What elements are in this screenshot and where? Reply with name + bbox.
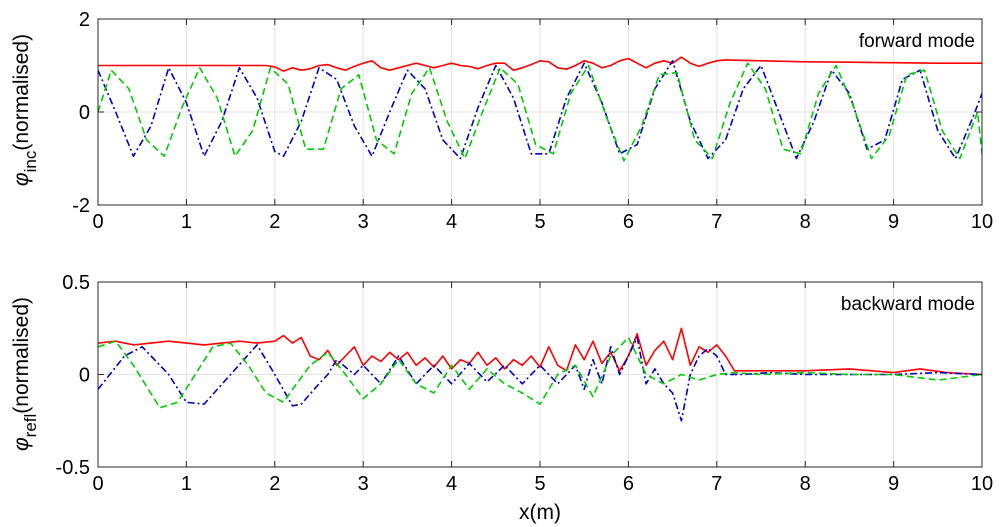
x-tick-label: 1 (181, 473, 192, 495)
y-axis-symbol: φ (10, 172, 33, 186)
x-tick-label: 5 (534, 473, 545, 495)
y-axis-symbol: φ (10, 437, 33, 451)
y-tick-label: -2 (72, 195, 90, 217)
x-tick-label: 3 (358, 211, 369, 233)
series-line-solid (98, 327, 982, 376)
y-axis-label: φrefl(normalised) (10, 297, 40, 451)
x-tick-label: 9 (888, 473, 899, 495)
x-tick-label: 8 (800, 211, 811, 233)
x-tick-label: 6 (623, 473, 634, 495)
y-axis-subscript: refl (21, 414, 40, 438)
series-line-solid (98, 56, 982, 72)
x-tick-label: 8 (800, 473, 811, 495)
y-axis-unit: (normalised) (10, 34, 33, 151)
x-tick-label: 0 (92, 473, 103, 495)
series-line-dashdot (98, 59, 982, 160)
y-tick-label: 2 (79, 9, 90, 31)
x-tick-label: 9 (888, 211, 899, 233)
y-axis-unit: (normalised) (10, 297, 33, 414)
x-tick-label: 2 (269, 211, 280, 233)
series-line-dashed (98, 336, 982, 409)
series-line-dashdot (98, 336, 982, 422)
x-tick-label: 10 (971, 473, 993, 495)
x-tick-label: 5 (534, 211, 545, 233)
y-tick-label: 0.5 (62, 272, 90, 294)
x-tick-label: 6 (623, 211, 634, 233)
y-tick-label: 0 (79, 365, 90, 387)
x-tick-label: 1 (181, 211, 192, 233)
x-tick-label: 3 (358, 473, 369, 495)
x-axis-label: x(m) (519, 501, 561, 524)
y-axis-subscript: inc (21, 150, 40, 172)
x-tick-label: 2 (269, 473, 280, 495)
mode-annotation: backward mode (841, 294, 975, 315)
x-tick-label: 7 (711, 211, 722, 233)
mode-annotation: forward mode (859, 31, 975, 52)
y-tick-label: -0.5 (56, 457, 90, 479)
y-tick-label: 0 (79, 102, 90, 124)
y-axis-label: φinc(normalised) (10, 34, 40, 186)
x-tick-label: 10 (971, 211, 993, 233)
x-tick-label: 4 (446, 211, 457, 233)
x-tick-label: 4 (446, 473, 457, 495)
x-tick-label: 0 (92, 211, 103, 233)
x-tick-label: 7 (711, 473, 722, 495)
series-line-dashed (98, 62, 982, 162)
